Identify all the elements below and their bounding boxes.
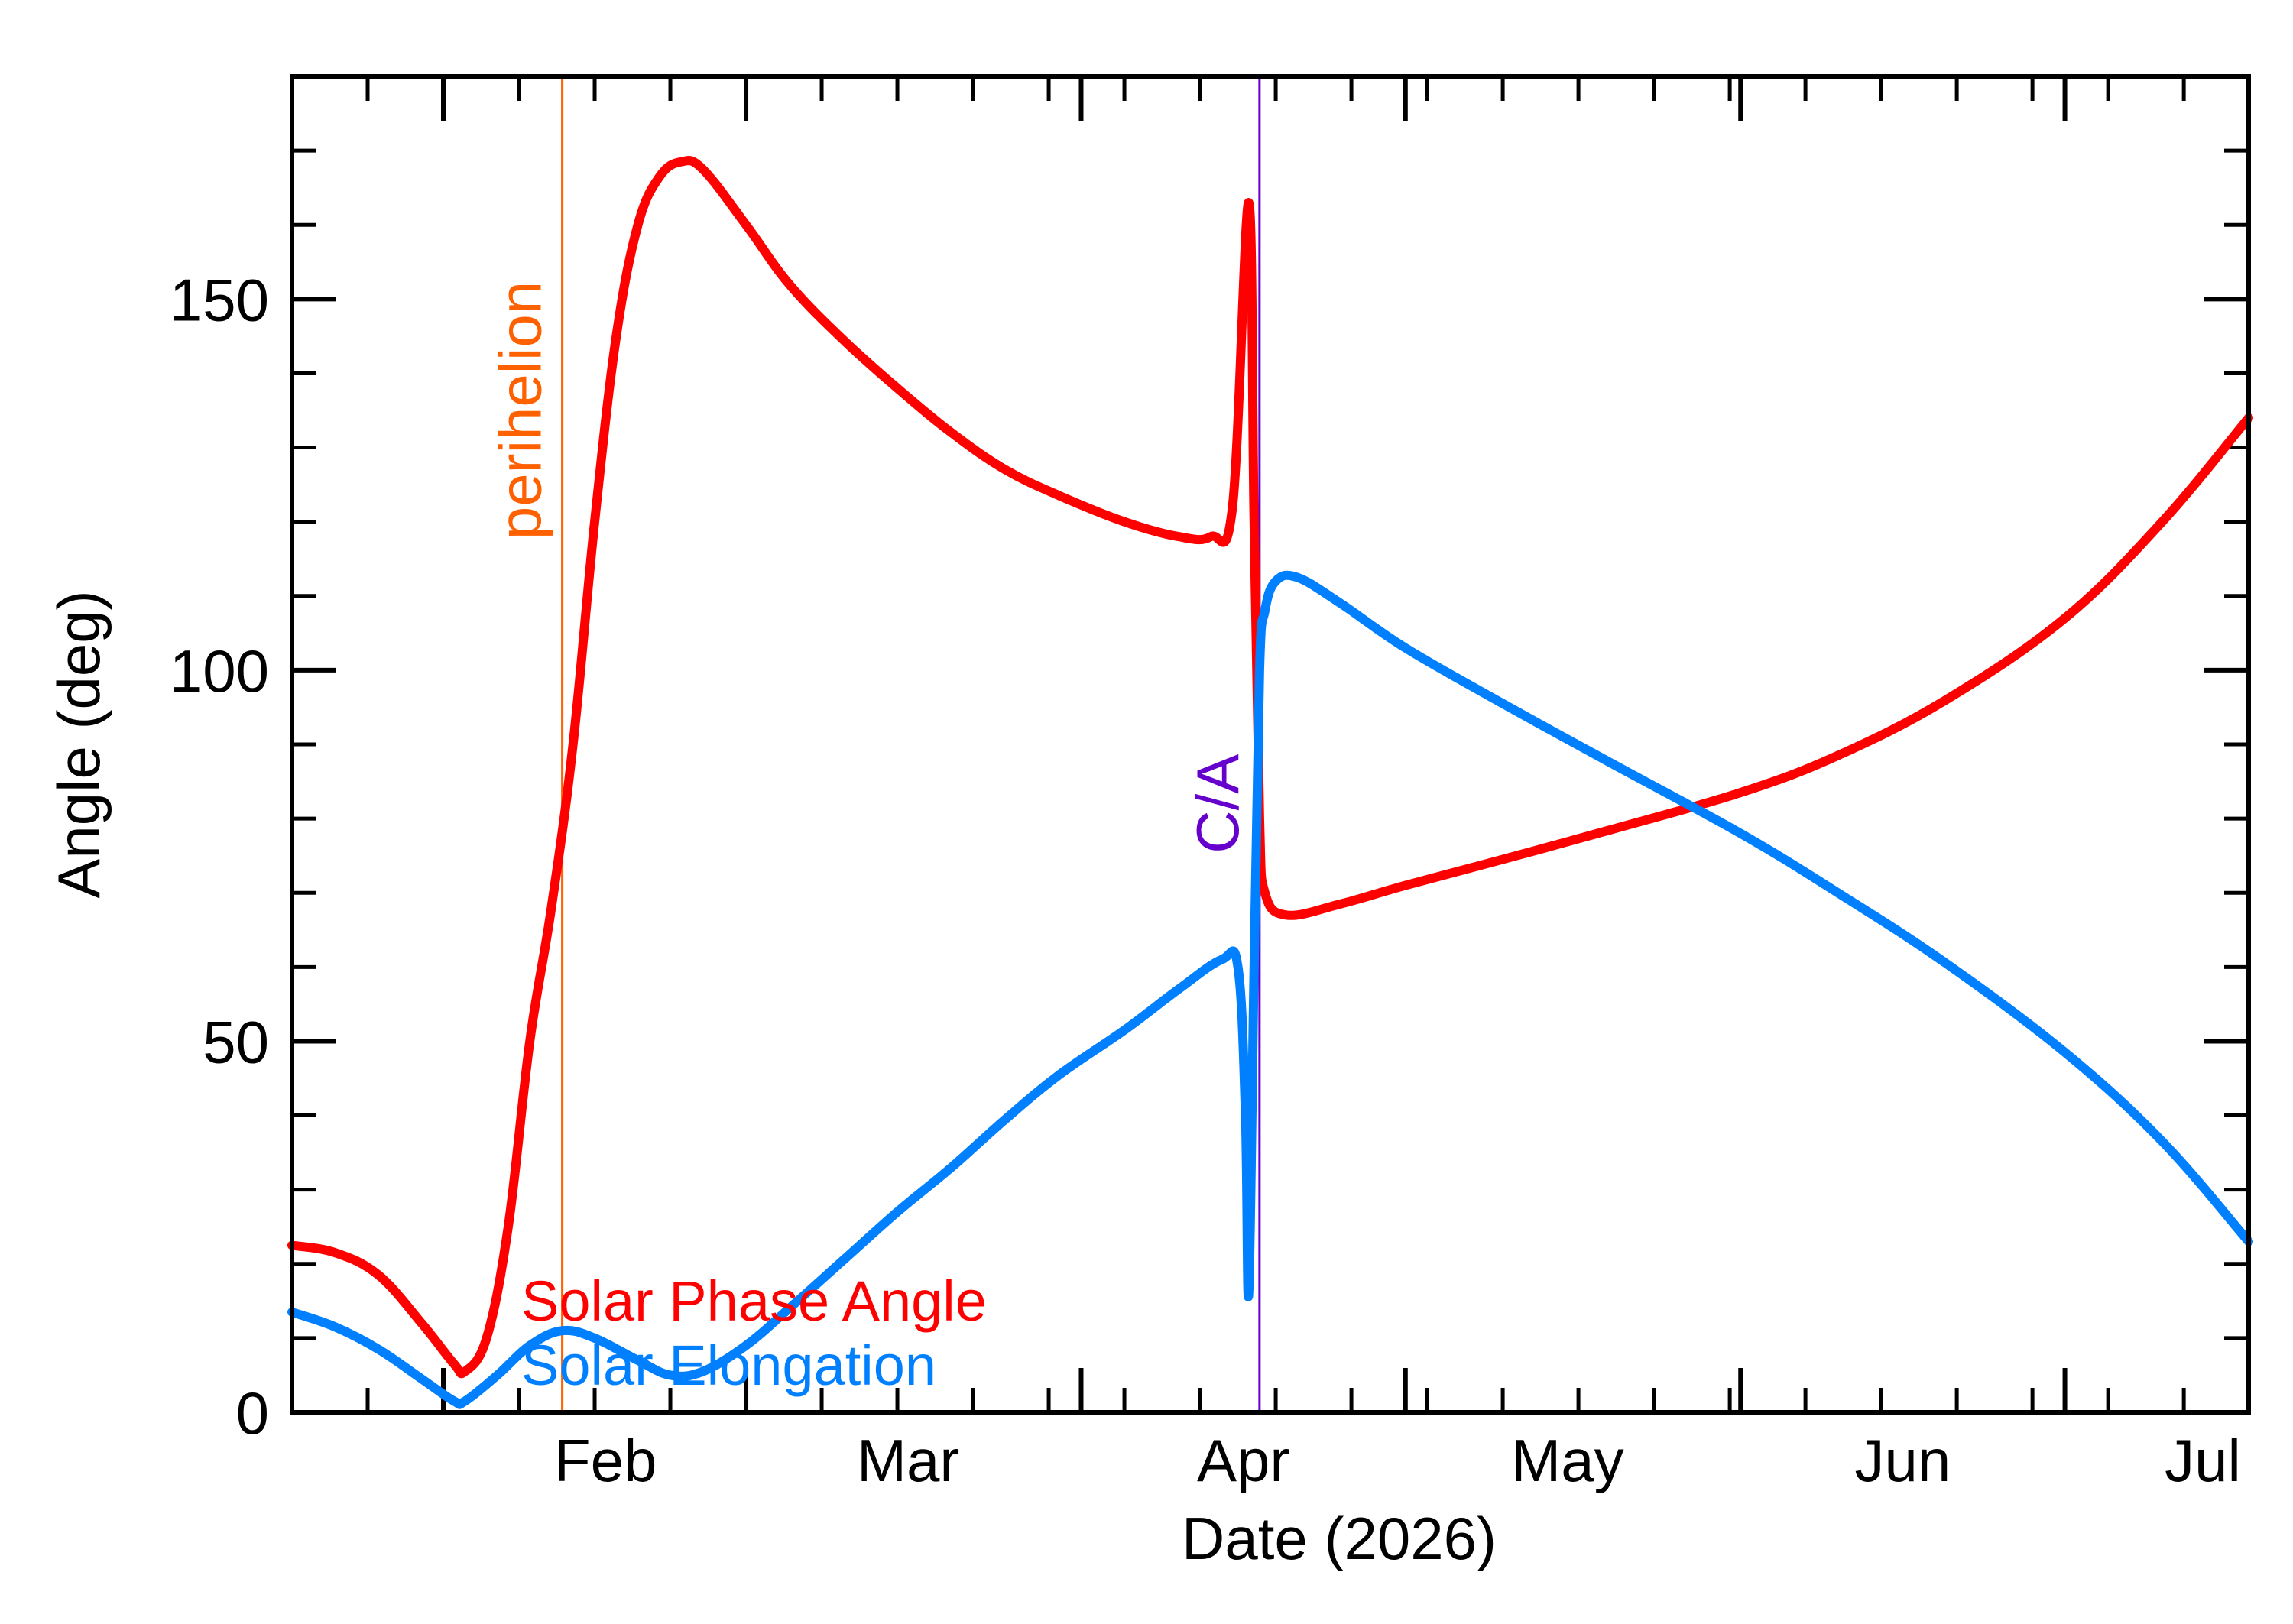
series-line (287, 156, 2253, 1379)
series-lines (287, 156, 2253, 1409)
legend-entry: Solar Phase Angle (521, 1269, 987, 1333)
y-tick-label: 100 (170, 637, 269, 705)
series-line (287, 570, 2253, 1409)
y-tick-label: 0 (236, 1379, 269, 1447)
y-axis-label: Angle (deg) (45, 590, 112, 898)
plot-frame (290, 74, 2251, 1415)
x-axis-label: Date (2026) (1182, 1505, 1497, 1572)
major-ticks (292, 76, 2249, 1415)
minor-ticks (292, 74, 2249, 1412)
x-tick-label: Feb (554, 1427, 657, 1494)
y-tick-label: 150 (170, 266, 269, 333)
x-tick-label: Jul (2165, 1427, 2241, 1494)
y-tick-label: 50 (203, 1008, 269, 1075)
x-tick-label: May (1511, 1427, 1623, 1494)
x-tick-label: Jun (1855, 1427, 1951, 1494)
tick-labels: 0 50 100 150 Feb Mar Apr May Jun Jul (170, 266, 2241, 1494)
x-tick-label: Apr (1197, 1427, 1289, 1494)
x-tick-label: Mar (857, 1427, 959, 1494)
marker-label: C/A (1184, 754, 1251, 854)
legend-entry: Solar Elongation (521, 1334, 936, 1397)
marker-label: perihelion (487, 281, 554, 540)
